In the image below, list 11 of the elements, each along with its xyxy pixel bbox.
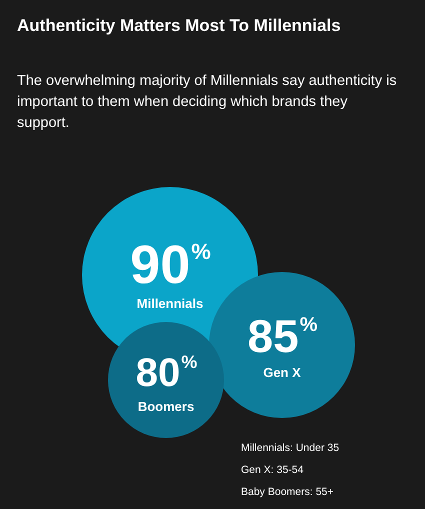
data-label: 85% [248,310,318,362]
text: Baby Boomers: 55+ [241,485,335,500]
text: Gen X: 35-54 [241,463,304,478]
text: Millennials: Under 35 [241,441,340,456]
category-label: Millennials [136,296,204,312]
data-label: 80% [136,351,198,395]
category-label: Gen X [263,364,302,380]
text: The overwhelming majority of Millennials say authenticity is important to them when deciding which brands they support. [17,72,398,133]
data-label: 90% [130,235,211,296]
text: Authenticity Matters Most To Millennials [17,16,341,36]
category-label: Boomers [138,399,194,414]
